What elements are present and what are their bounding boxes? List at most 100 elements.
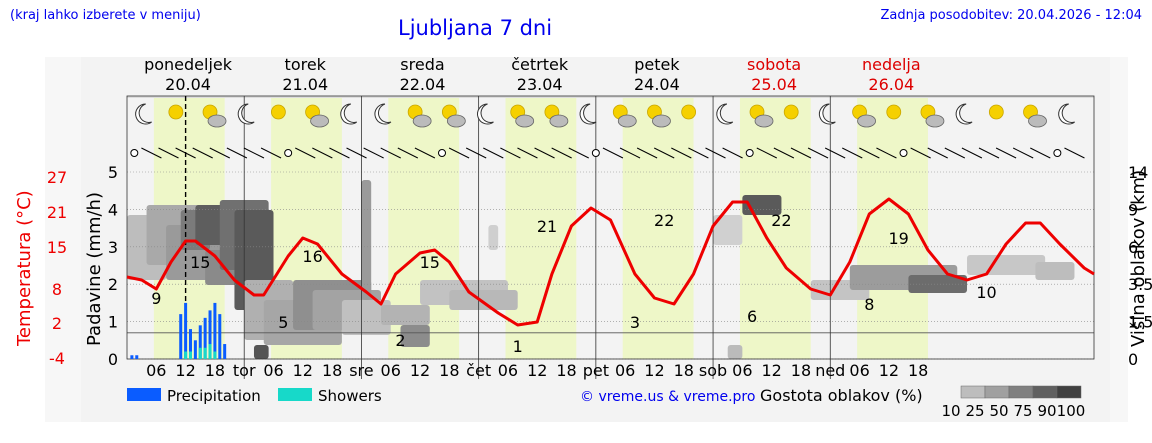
wind-barb-icon: [568, 147, 589, 159]
cloud-icon: [754, 114, 774, 128]
day-date-label: 21.04: [282, 75, 328, 94]
sun-icon: [168, 104, 184, 120]
precip-tick-label: 5: [108, 163, 118, 182]
x-tick-label: sre: [349, 361, 373, 380]
right-axis-band: [1110, 57, 1128, 422]
cloud-height-tick-label: 3.5: [1128, 275, 1152, 294]
moon-icon: [1058, 103, 1075, 125]
temperature-tick-label: 15: [47, 238, 67, 257]
moon-icon: [955, 103, 973, 125]
location-menu-hint[interactable]: (kraj lahko izberete v meniju): [10, 8, 201, 23]
wind-barb-icon: [773, 147, 795, 159]
moon-icon: [818, 103, 836, 125]
temperature-tick-label: -4: [49, 349, 65, 368]
wind-barb-icon: [209, 147, 231, 159]
x-tick-label: 18: [439, 361, 459, 380]
wind-barb-icon: [807, 147, 829, 159]
temperature-tick-label: 27: [47, 168, 67, 187]
cloud-density-swatch: [984, 385, 1010, 399]
wind-calm-icon: [745, 149, 754, 157]
x-tick-label: tor: [233, 361, 256, 380]
x-tick-label: 18: [674, 361, 694, 380]
wind-calm-icon: [1053, 149, 1062, 157]
wind-barb-icon: [688, 147, 709, 159]
day-name-label: ponedeljek: [144, 55, 233, 74]
wind-barb-icon: [756, 147, 778, 159]
cloud-density-patch: [361, 180, 372, 300]
wind-barb-icon: [636, 147, 658, 159]
wind-barb-icon: [978, 147, 1000, 159]
wind-calm-icon: [438, 149, 447, 157]
cloud-height-tick-label: 14: [1128, 163, 1148, 182]
wind-barb-icon: [602, 147, 624, 159]
x-tick-label: 06: [732, 361, 752, 380]
wind-barb-icon: [961, 147, 983, 159]
last-updated: Zadnja posodobitev: 20.04.2026 - 12:04: [880, 8, 1142, 23]
showers-bar: [198, 347, 202, 359]
wind-barb-icon: [346, 147, 367, 159]
cloud-density-patch: [967, 255, 1046, 275]
plot-frame: [126, 95, 1095, 360]
showers-bar: [188, 351, 192, 359]
cloud-icon: [446, 114, 466, 128]
temperature-data-label: 1: [513, 337, 523, 356]
x-tick-label: 18: [908, 361, 928, 380]
wind-barb-icon: [226, 147, 248, 159]
wind-barb-icon: [705, 147, 726, 159]
moon-icon: [340, 103, 358, 125]
wind-calm-icon: [130, 149, 139, 157]
cloud-density-level-label: 90: [1037, 402, 1056, 420]
temperature-data-label: 5: [278, 313, 288, 332]
cloud-icon: [857, 114, 876, 128]
cloud-density-patch: [449, 290, 518, 310]
temperature-data-label: 10: [976, 283, 996, 302]
x-tick-label: 06: [849, 361, 869, 380]
x-tick-label: 18: [205, 361, 225, 380]
showers-bar: [208, 344, 212, 359]
daylight-band: [739, 96, 811, 359]
wind-barb-icon: [944, 147, 966, 159]
temperature-data-label: 2: [395, 331, 405, 350]
x-tick-label: 06: [615, 361, 635, 380]
moon-icon: [716, 103, 734, 125]
sun-icon: [270, 104, 286, 120]
precipitation-bar: [135, 355, 139, 359]
temperature-data-label: 9: [151, 289, 161, 308]
showers-bar: [203, 347, 207, 359]
wind-calm-icon: [899, 149, 908, 157]
cloud-density-legend-title: Gostota oblakov (%): [760, 386, 923, 405]
cloud-density-swatch: [1056, 385, 1082, 399]
left-axis-band: [45, 57, 81, 422]
wind-barb-icon: [995, 147, 1017, 159]
wind-barb-icon: [158, 147, 179, 159]
daylight-band: [505, 96, 577, 359]
icon-row-top-border: [127, 96, 1094, 98]
cloud-icon: [412, 114, 432, 128]
wind-barb-icon: [790, 147, 812, 159]
daylight-band: [622, 96, 694, 359]
day-date-label: 25.04: [751, 75, 797, 94]
cloud-density-swatch: [1032, 385, 1058, 399]
day-date-label: 20.04: [165, 75, 211, 94]
x-tick-label: čet: [466, 361, 491, 380]
cloud-icon: [310, 114, 329, 128]
precipitation-bar: [198, 325, 202, 359]
cloud-density-patch: [341, 300, 391, 335]
cloud-density-patch: [380, 305, 430, 325]
x-tick-label: 12: [293, 361, 313, 380]
temperature-tick-label: 2: [52, 314, 62, 333]
precipitation-bar: [223, 344, 227, 359]
wind-barb-icon: [842, 147, 863, 159]
day-date-label: 23.04: [517, 75, 563, 94]
precip-tick-label: 2: [108, 275, 118, 294]
wind-calm-icon: [591, 149, 600, 157]
wind-barb-icon: [824, 147, 846, 159]
precip-tick-label: 0: [108, 350, 118, 369]
cloud-icon: [652, 114, 671, 128]
wind-barb-icon: [295, 147, 316, 159]
copyright-label: © vreme.us & vreme.pro: [580, 389, 755, 405]
day-name-label: sreda: [400, 55, 444, 74]
showers-legend-label: Showers: [318, 387, 382, 405]
cloud-density-patch: [1035, 262, 1075, 280]
day-date-label: 22.04: [400, 75, 446, 94]
